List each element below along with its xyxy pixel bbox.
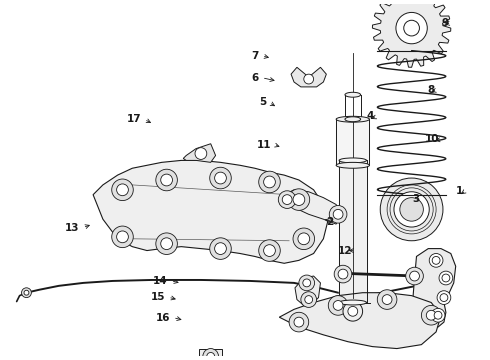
Circle shape: [421, 305, 441, 325]
Polygon shape: [413, 249, 456, 327]
Circle shape: [329, 206, 347, 223]
Polygon shape: [372, 0, 451, 67]
Circle shape: [215, 172, 226, 184]
Circle shape: [293, 194, 305, 206]
Circle shape: [289, 312, 309, 332]
Bar: [199, 348, 222, 360]
Polygon shape: [295, 276, 320, 305]
Circle shape: [304, 74, 314, 84]
Ellipse shape: [336, 162, 369, 168]
Circle shape: [264, 176, 275, 188]
Circle shape: [215, 243, 226, 255]
Circle shape: [440, 294, 448, 302]
Circle shape: [259, 240, 280, 261]
Text: 6: 6: [252, 73, 259, 83]
Circle shape: [437, 291, 451, 305]
Circle shape: [288, 189, 310, 210]
Polygon shape: [183, 144, 216, 162]
Circle shape: [410, 271, 419, 281]
Circle shape: [348, 306, 358, 316]
Circle shape: [298, 233, 310, 245]
Circle shape: [203, 348, 219, 360]
Text: 17: 17: [126, 114, 141, 124]
Polygon shape: [279, 293, 441, 348]
Circle shape: [394, 192, 429, 227]
Circle shape: [377, 290, 397, 309]
Text: 10: 10: [424, 134, 439, 144]
Circle shape: [431, 309, 445, 322]
Circle shape: [343, 302, 363, 321]
Polygon shape: [279, 190, 340, 224]
Text: 8: 8: [427, 85, 434, 95]
Text: 1: 1: [456, 186, 463, 195]
Circle shape: [406, 267, 423, 285]
Text: 7: 7: [251, 51, 259, 61]
Circle shape: [24, 290, 29, 295]
Circle shape: [161, 238, 172, 249]
Circle shape: [328, 296, 348, 315]
Circle shape: [207, 352, 215, 360]
Circle shape: [400, 198, 423, 221]
Circle shape: [434, 311, 442, 319]
Circle shape: [210, 238, 231, 259]
Circle shape: [210, 167, 231, 189]
Circle shape: [338, 269, 348, 279]
Circle shape: [278, 191, 296, 208]
Text: 5: 5: [259, 98, 266, 107]
Circle shape: [117, 184, 128, 196]
Circle shape: [195, 148, 207, 159]
Circle shape: [429, 253, 443, 267]
Polygon shape: [336, 119, 369, 165]
Circle shape: [156, 233, 177, 255]
Circle shape: [303, 279, 311, 287]
Circle shape: [259, 171, 280, 193]
Circle shape: [305, 296, 313, 303]
Circle shape: [264, 245, 275, 256]
Ellipse shape: [345, 117, 361, 122]
Circle shape: [333, 301, 343, 310]
Circle shape: [333, 210, 343, 219]
Text: 14: 14: [153, 275, 168, 285]
Circle shape: [22, 288, 31, 298]
Text: 12: 12: [338, 246, 352, 256]
Circle shape: [299, 275, 315, 291]
Circle shape: [432, 256, 440, 264]
Circle shape: [442, 274, 450, 282]
Polygon shape: [339, 161, 367, 302]
Polygon shape: [291, 67, 326, 87]
Circle shape: [156, 169, 177, 191]
Ellipse shape: [339, 300, 367, 305]
Circle shape: [380, 178, 443, 241]
Text: 3: 3: [413, 194, 420, 204]
Polygon shape: [93, 161, 328, 263]
Text: 2: 2: [326, 217, 333, 227]
Text: 9: 9: [441, 18, 448, 28]
Ellipse shape: [345, 92, 361, 97]
Circle shape: [426, 310, 436, 320]
Text: 15: 15: [151, 292, 165, 302]
Circle shape: [282, 195, 292, 204]
Circle shape: [117, 231, 128, 243]
Circle shape: [382, 294, 392, 305]
Text: 4: 4: [367, 112, 374, 121]
Circle shape: [334, 265, 352, 283]
Circle shape: [112, 226, 133, 248]
Circle shape: [294, 317, 304, 327]
Text: 16: 16: [155, 312, 170, 323]
Circle shape: [396, 12, 427, 44]
Circle shape: [293, 228, 315, 249]
Ellipse shape: [336, 116, 369, 122]
Text: 13: 13: [65, 222, 80, 233]
Circle shape: [439, 271, 453, 285]
Circle shape: [301, 292, 317, 307]
Circle shape: [112, 179, 133, 201]
Text: 11: 11: [256, 140, 271, 150]
Ellipse shape: [339, 158, 367, 163]
Circle shape: [404, 20, 419, 36]
Circle shape: [161, 174, 172, 186]
